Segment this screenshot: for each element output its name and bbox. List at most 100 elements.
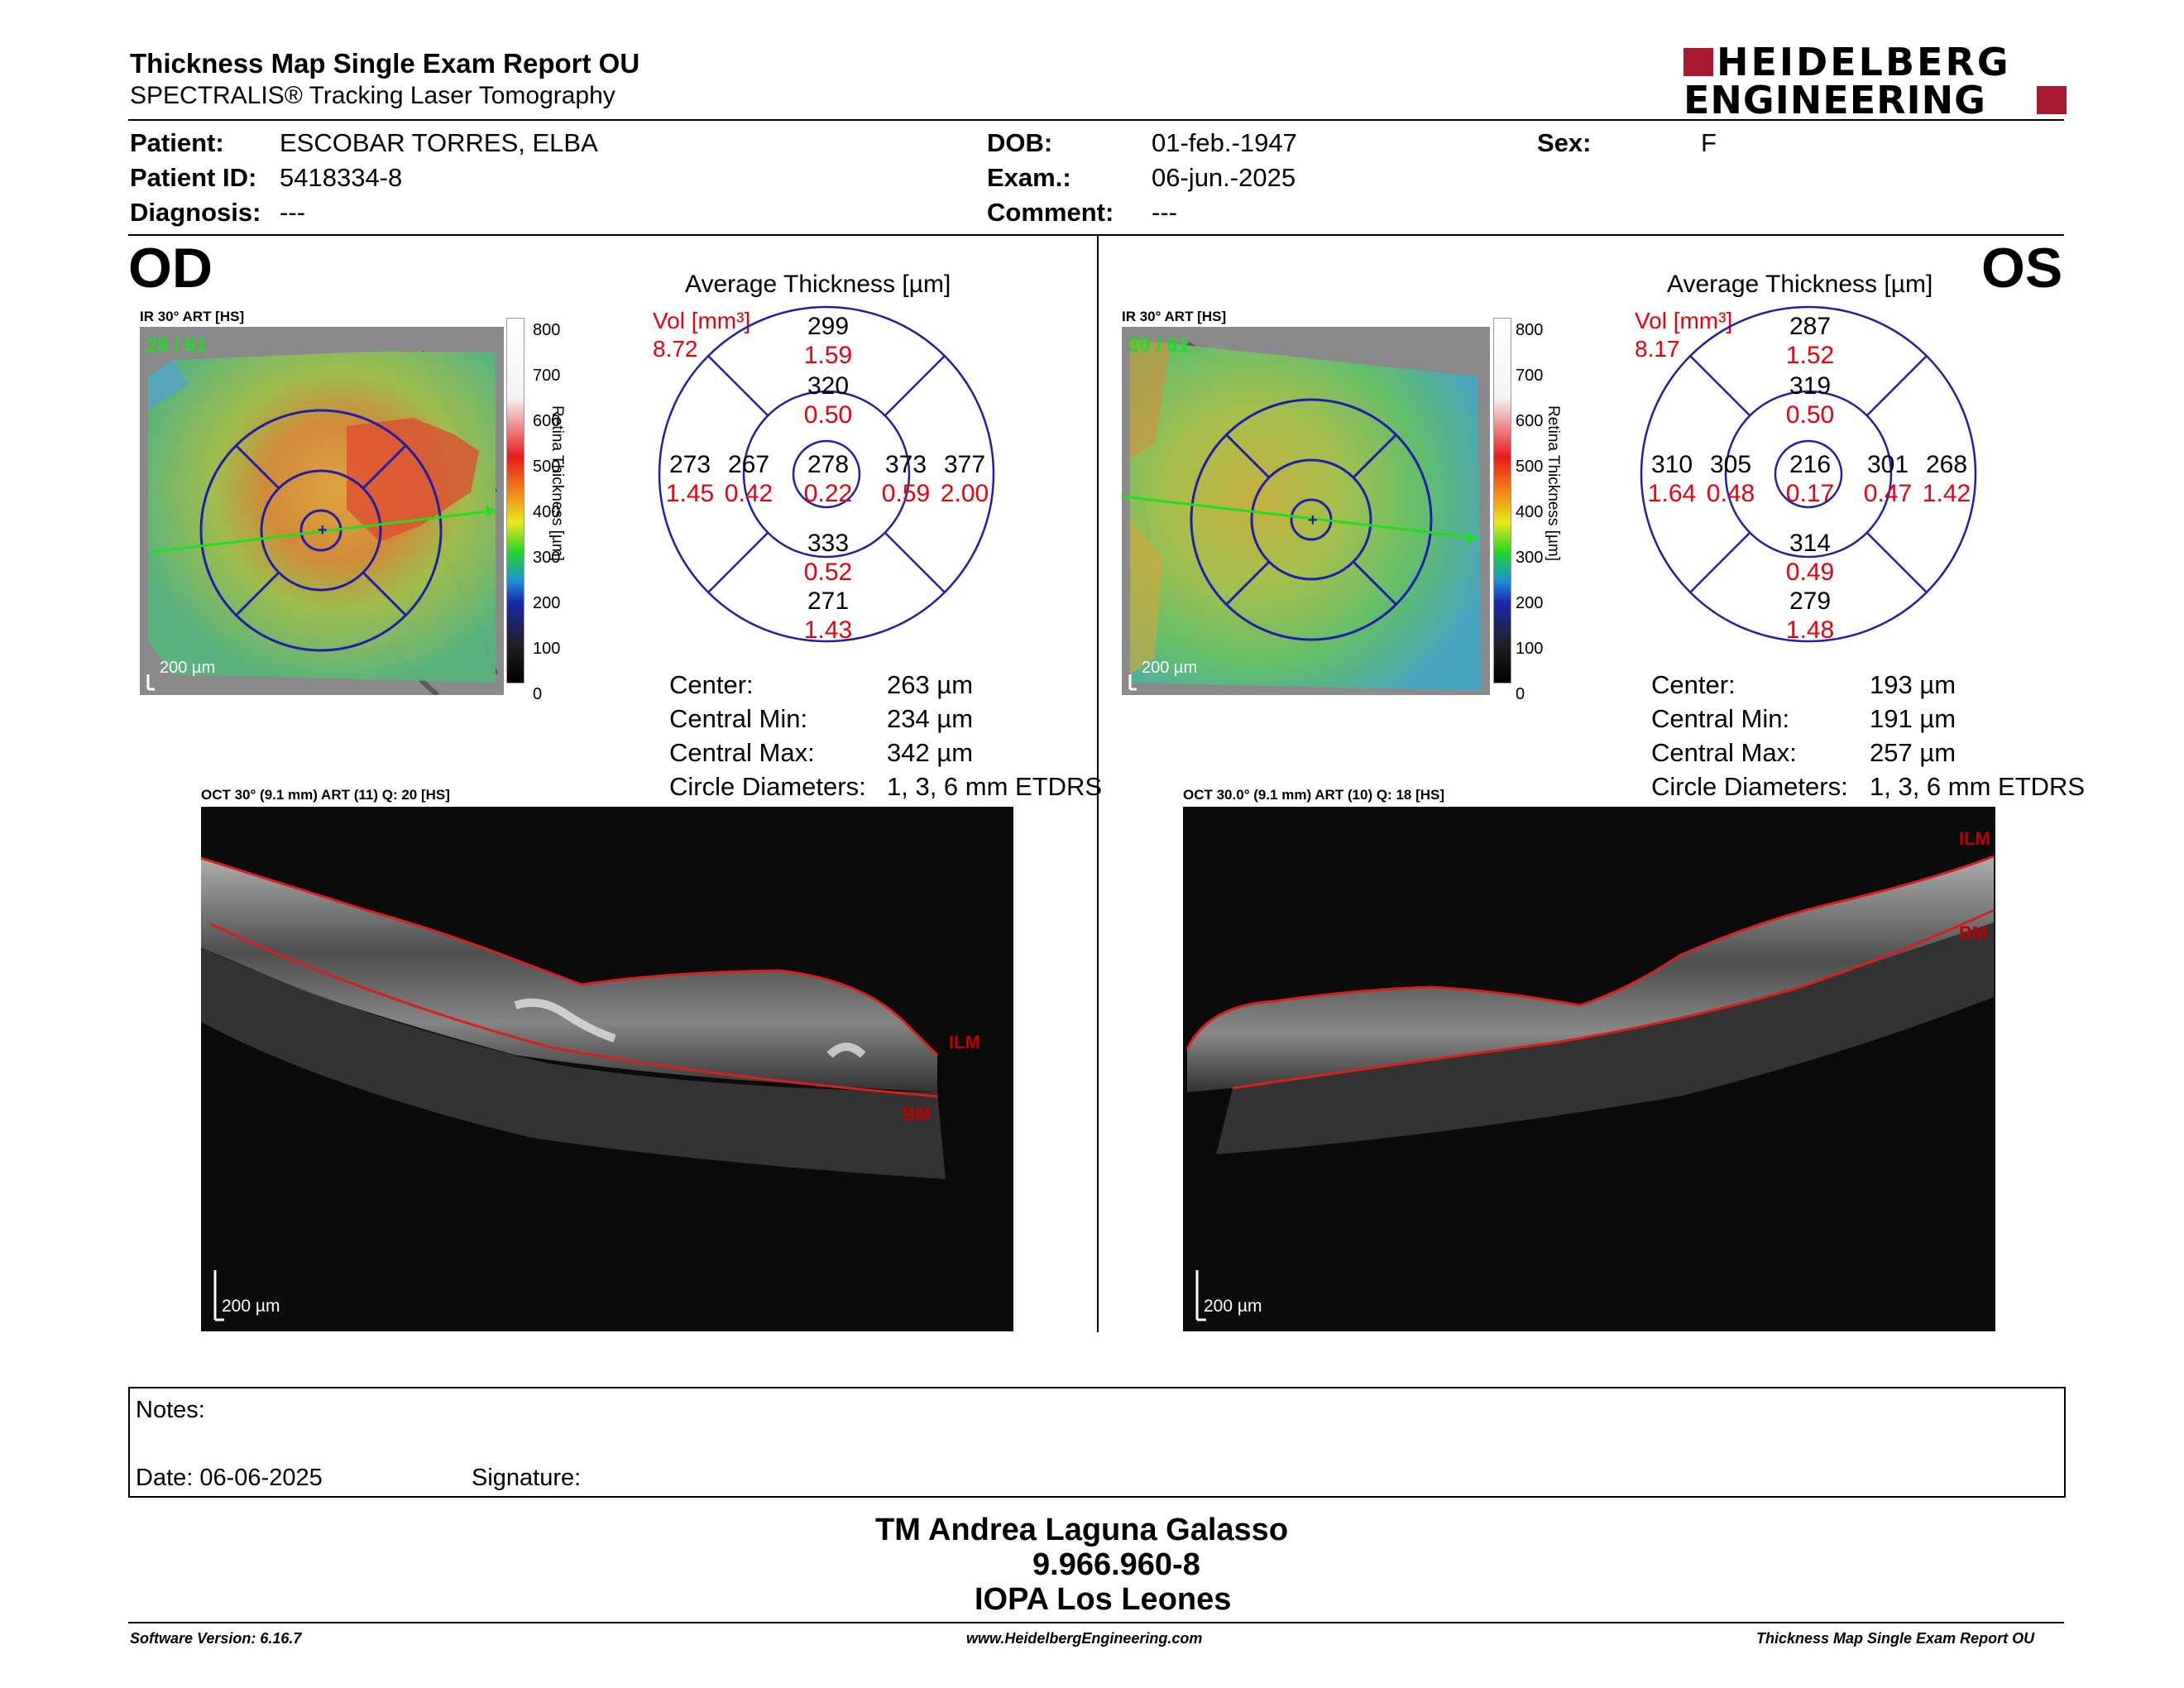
od-min-value: 234 µm	[887, 704, 974, 733]
comment-value: ---	[1152, 198, 1177, 227]
od-tick: 300	[533, 549, 561, 567]
os-tick: 800	[1516, 321, 1544, 339]
logo-line2: ENGINEERING	[1684, 78, 1986, 122]
logo-square-bottom	[2037, 86, 2067, 114]
os-tick: 500	[1516, 458, 1544, 476]
os-inner-left-vol: 0.48	[1706, 480, 1755, 507]
os-etdrs-grid	[1640, 305, 1977, 643]
exam-label: Exam.:	[987, 163, 1071, 192]
os-oct-scale: 200 µm	[1204, 1297, 1262, 1316]
os-inner-left: 305	[1709, 451, 1752, 478]
os-thickness-map: 30 / 61 + 200 µm	[1122, 327, 1490, 695]
os-center-vol: 0.17	[1785, 480, 1835, 507]
notes-box: Notes: Date: 06-06-2025 Signature:	[128, 1387, 2066, 1498]
svg-text:+: +	[1308, 511, 1318, 530]
heidelberg-logo: HEIDELBERG ENGINEERING	[1684, 40, 2068, 122]
os-ir-overlay: 30 / 61	[1128, 334, 1189, 357]
dob-label: DOB:	[987, 128, 1053, 157]
od-inner-bottom-vol: 0.52	[803, 559, 853, 586]
od-center-value: 263 µm	[887, 670, 974, 699]
os-center: 216	[1789, 451, 1832, 478]
footer-software: Software Version: 6.16.7	[130, 1630, 302, 1647]
os-tick: 200	[1516, 594, 1544, 612]
logo-line1: HEIDELBERG	[1717, 40, 2011, 84]
os-tick: 700	[1516, 367, 1544, 385]
report-subtitle: SPECTRALIS® Tracking Laser Tomography	[130, 82, 615, 109]
od-ilm-label: ILM	[949, 1032, 980, 1053]
od-tick: 800	[533, 321, 561, 339]
eye-divider	[1097, 236, 1099, 1332]
os-tick: 400	[1516, 503, 1544, 521]
od-inner-top: 320	[807, 372, 850, 400]
od-max-value: 342 µm	[887, 738, 974, 767]
signature-label: Signature:	[472, 1465, 582, 1491]
od-inner-left: 267	[727, 451, 770, 478]
os-oct-scan: ILM BM 200 µm	[1183, 807, 1995, 1331]
os-center-label: Center:	[1651, 670, 1736, 699]
os-inner-bottom-vol: 0.49	[1785, 559, 1835, 586]
patient-value: ESCOBAR TORRES, ELBA	[280, 128, 598, 157]
od-center-label: Center:	[669, 670, 754, 699]
os-center-value: 193 µm	[1870, 670, 1956, 699]
comment-label: Comment:	[987, 198, 1114, 227]
patient-label: Patient:	[130, 128, 224, 157]
od-colorbar-label: Retina Thickness [µm]	[548, 405, 566, 561]
os-bm-label: BM	[1959, 923, 1987, 943]
od-diam-value: 1, 3, 6 mm ETDRS	[887, 772, 1103, 801]
footer-divider	[128, 1622, 2064, 1623]
os-average-thickness-title: Average Thickness [µm]	[1667, 271, 1933, 298]
od-tick: 600	[533, 412, 561, 430]
od-tick: 500	[533, 458, 561, 476]
logo-square-top	[1684, 48, 1713, 76]
od-tick: 200	[533, 594, 561, 612]
od-tick: 400	[533, 503, 561, 521]
os-min-value: 191 µm	[1870, 704, 1956, 733]
notes-date: Date: 06-06-2025	[136, 1465, 323, 1491]
od-center: 278	[807, 451, 850, 478]
os-diam-label: Circle Diameters:	[1651, 772, 1848, 801]
od-tick: 100	[533, 640, 561, 658]
od-vol-total: 8.72	[653, 336, 698, 362]
os-colorbar-label: Retina Thickness [µm]	[1545, 405, 1562, 561]
diagnosis-value: ---	[280, 198, 305, 227]
report-title: Thickness Map Single Exam Report OU	[130, 48, 640, 79]
os-colorbar	[1493, 318, 1511, 683]
od-ir-label: IR 30° ART [HS]	[140, 309, 245, 324]
od-ir-overlay: 28 / 61	[146, 334, 207, 357]
od-bm-label: BM	[903, 1104, 931, 1125]
os-inner-right: 301	[1866, 451, 1909, 478]
os-min-label: Central Min:	[1651, 704, 1790, 733]
od-tick: 700	[533, 367, 561, 385]
od-vol-label: Vol [mm³]	[653, 308, 751, 333]
os-outer-top-vol: 1.52	[1785, 342, 1835, 369]
os-outer-right-vol: 1.42	[1922, 480, 1971, 507]
od-oct-label: OCT 30° (9.1 mm) ART (11) Q: 20 [HS]	[201, 787, 450, 803]
os-oct-label: OCT 30.0° (9.1 mm) ART (10) Q: 18 [HS]	[1183, 787, 1445, 803]
od-min-label: Central Min:	[669, 704, 808, 733]
os-vol-total: 8.17	[1635, 336, 1680, 362]
info-divider	[128, 234, 2064, 236]
od-oct-scan: ILM BM 200 µm	[201, 807, 1013, 1331]
exam-value: 06-jun.-2025	[1152, 163, 1296, 192]
od-outer-top-vol: 1.59	[803, 342, 853, 369]
os-outer-top: 287	[1789, 313, 1832, 340]
od-inner-left-vol: 0.42	[724, 480, 774, 507]
od-outer-bottom: 271	[807, 587, 850, 615]
od-thickness-map: 28 / 61 + 200 µm	[140, 327, 504, 695]
od-outer-bottom-vol: 1.43	[803, 616, 853, 644]
od-inner-top-vol: 0.50	[803, 401, 853, 429]
os-max-value: 257 µm	[1870, 738, 1956, 767]
od-tick: 0	[533, 685, 543, 703]
os-outer-bottom: 279	[1789, 587, 1832, 615]
sex-label: Sex:	[1537, 128, 1592, 157]
signoff-id: 9.966.960-8	[1032, 1547, 1200, 1582]
os-outer-right: 268	[1925, 451, 1968, 478]
os-colorbar-ticks: 800 700 600 500 400 300 200 100 0	[1516, 308, 1549, 717]
sex-value: F	[1701, 128, 1717, 157]
footer-website[interactable]: www.HeidelbergEngineering.com	[966, 1630, 1203, 1647]
od-eye-label: OD	[128, 237, 213, 300]
od-outer-right-vol: 2.00	[940, 480, 989, 507]
od-etdrs-grid	[658, 305, 995, 643]
os-tick: 100	[1516, 640, 1544, 658]
header-divider	[128, 119, 2064, 121]
